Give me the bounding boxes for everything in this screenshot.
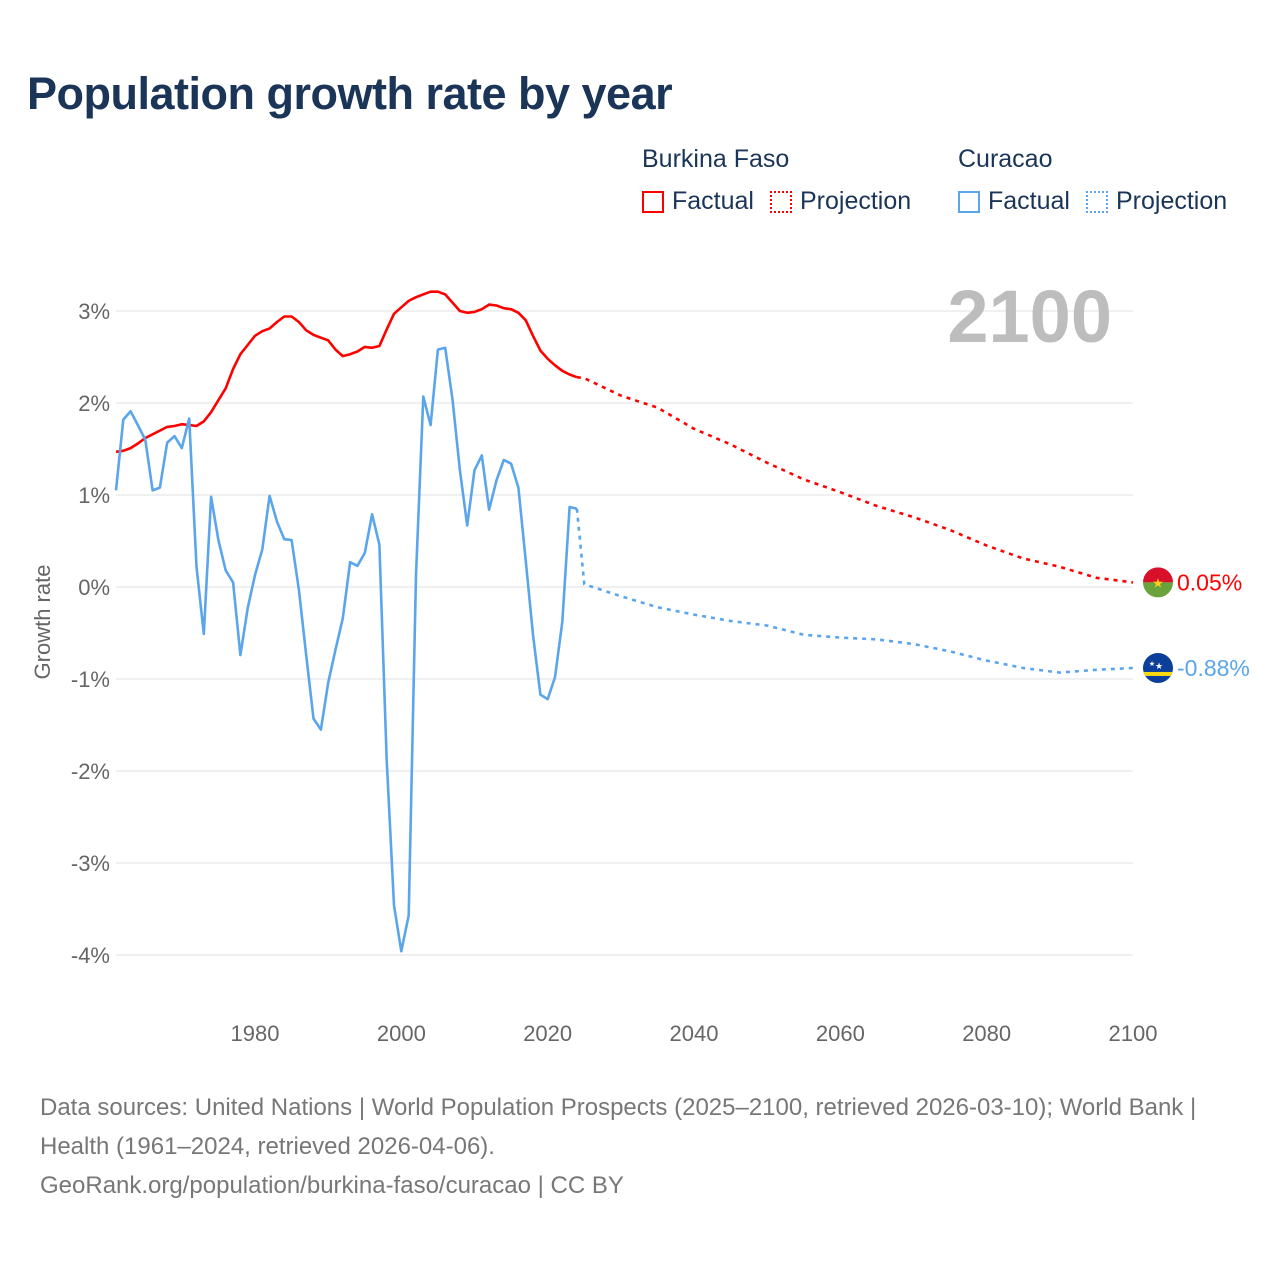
legend-item-projection[interactable]: Projection: [1085, 187, 1228, 216]
y-tick-label: 2%: [78, 391, 110, 416]
chart-title: Population growth rate by year: [27, 68, 673, 119]
y-axis-label: Growth rate: [30, 565, 55, 680]
legend-label: Projection: [799, 187, 912, 215]
y-tick-label: -3%: [71, 851, 110, 876]
x-tick-label: 2000: [377, 1021, 426, 1046]
data-sources: Data sources: United Nations | World Pop…: [40, 1094, 1197, 1160]
source-link[interactable]: GeoRank.org/population/burkina-faso/cura…: [40, 1172, 624, 1199]
svg-text:★: ★: [1152, 575, 1164, 590]
burkina-faso-factual-line: [115, 290, 578, 454]
current-year-label: 2100: [947, 275, 1112, 358]
factual-swatch: [642, 190, 664, 213]
legend-item-factual[interactable]: Factual: [958, 187, 1070, 216]
svg-text:★: ★: [1155, 661, 1163, 671]
legend-curacao: Curacao Factual Projection: [958, 145, 1243, 216]
legend-burkina-faso: Burkina Faso Factual Projection: [642, 145, 927, 216]
svg-text:★: ★: [1149, 660, 1155, 668]
x-tick-label: 2060: [816, 1021, 865, 1046]
legend-group-name: Curacao: [958, 145, 1053, 173]
x-tick-label: 2100: [1109, 1021, 1158, 1046]
curacao-flag-icon: ★ ★: [1143, 652, 1173, 683]
burkina-faso-end-value-label: 0.05%: [1177, 569, 1242, 595]
legend-item-factual[interactable]: Factual: [642, 187, 754, 216]
projection-swatch: [769, 190, 792, 213]
burkina-faso-flag-icon: ★: [1143, 567, 1173, 598]
curacao-factual-line: [114, 346, 578, 953]
legend-label: Projection: [1115, 187, 1228, 215]
projection-swatch: [1085, 190, 1108, 213]
x-tick-label: 2040: [670, 1021, 719, 1046]
legend-label: Factual: [672, 187, 754, 215]
burkina-faso-projection-line: [576, 375, 1134, 584]
legend-item-projection[interactable]: Projection: [769, 187, 912, 216]
curacao-projection-line: [575, 508, 1134, 674]
footer: Data sources: United Nations | World Pop…: [40, 1088, 1240, 1205]
y-tick-label: -2%: [71, 759, 110, 784]
y-tick-label: -4%: [71, 943, 110, 968]
y-tick-label: 0%: [78, 575, 110, 600]
legend-group-name: Burkina Faso: [642, 145, 790, 173]
curacao-end-value-label: -0.88%: [1177, 655, 1250, 681]
factual-swatch: [958, 190, 980, 213]
x-tick-label: 2080: [962, 1021, 1011, 1046]
y-tick-label: 3%: [78, 299, 110, 324]
x-tick-label: 2020: [523, 1021, 572, 1046]
y-tick-label: -1%: [71, 667, 110, 692]
legend-label: Factual: [988, 187, 1070, 215]
x-tick-label: 1980: [231, 1021, 280, 1046]
y-tick-label: 1%: [78, 483, 110, 508]
